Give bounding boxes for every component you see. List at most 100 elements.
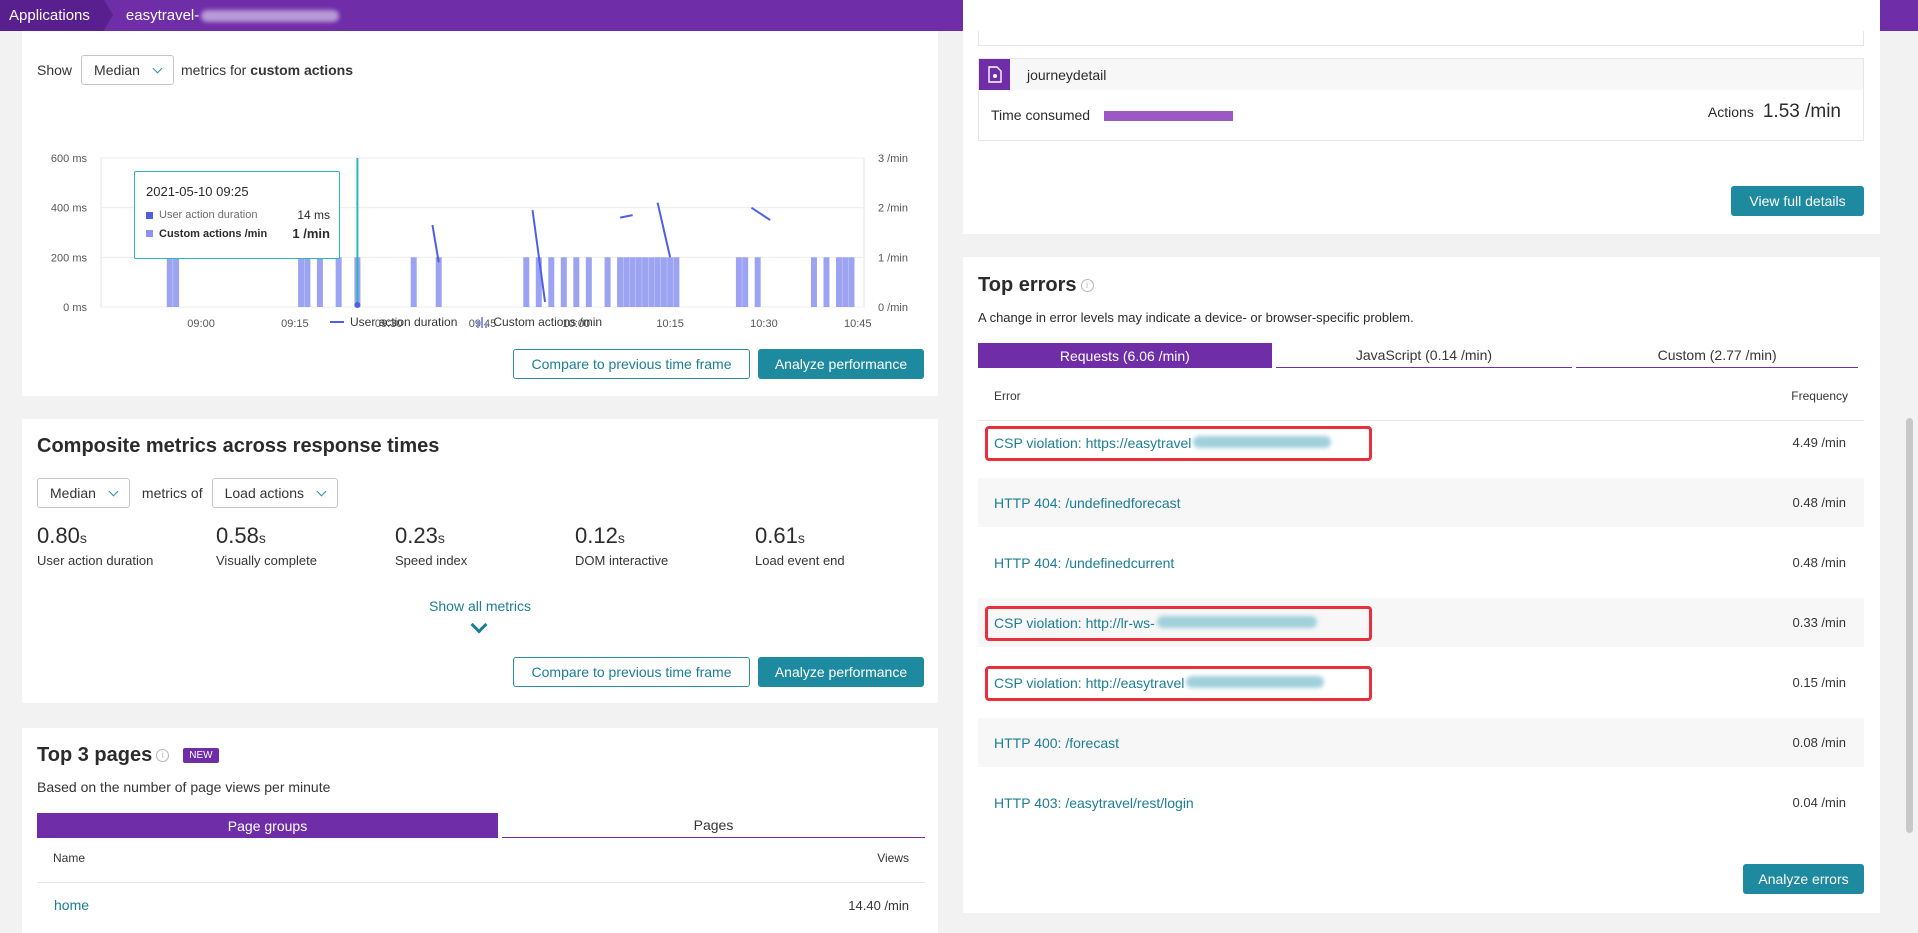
error-link[interactable]: CSP violation: http://lr-ws- xyxy=(994,615,1317,631)
x-tick-label: 10:30 xyxy=(750,318,778,330)
metric-unit: s xyxy=(437,530,445,546)
error-link[interactable]: CSP violation: https://easytravel xyxy=(994,435,1332,451)
bar-custom-actions xyxy=(623,257,630,307)
composite-metric-select[interactable]: Median xyxy=(37,478,130,508)
composite-metrics-panel: Composite metrics across response times … xyxy=(22,419,938,703)
scrollbar-thumb[interactable] xyxy=(1906,418,1913,833)
analyze-performance-button[interactable]: Analyze performance xyxy=(758,349,924,379)
legend-duration[interactable]: User action duration xyxy=(350,315,458,329)
info-icon[interactable]: i xyxy=(1080,279,1094,292)
compare-button[interactable]: Compare to previous time frame xyxy=(513,349,750,379)
actions-swatch-icon xyxy=(146,230,153,237)
actions-label: Actions xyxy=(1707,104,1754,120)
metric-value: 0.58 xyxy=(216,523,259,548)
metric-visually-complete: 0.58s Visually complete xyxy=(216,523,395,568)
y-right-tick-label: 1 /min xyxy=(878,252,908,264)
breadcrumb-app-label: easytravel- xyxy=(125,7,200,24)
bar-custom-actions xyxy=(617,257,624,307)
show-all-metrics-link[interactable]: Show all metrics xyxy=(429,598,531,614)
metric-value: 0.23 xyxy=(395,523,438,548)
metric-label: User action duration xyxy=(37,553,154,568)
bar-custom-actions xyxy=(560,257,567,307)
composite-actions-select[interactable]: Load actions xyxy=(211,478,339,508)
breadcrumb-app[interactable]: easytravel- xyxy=(125,7,340,24)
metrics-of-label: metrics of xyxy=(141,485,203,501)
chevron-down-icon xyxy=(152,63,163,73)
bar-custom-actions xyxy=(660,257,667,307)
tooltip-row1-label: User action duration xyxy=(159,209,258,221)
error-link[interactable]: HTTP 404: /undefinedcurrent xyxy=(994,554,1175,571)
page-views: 14.40 /min xyxy=(848,897,909,913)
bar-custom-actions xyxy=(742,257,749,307)
metric-label: Speed index xyxy=(395,553,468,568)
compare-button[interactable]: Compare to previous time frame xyxy=(513,657,750,687)
legend-actions[interactable]: Custom actions /min xyxy=(493,315,603,329)
bar-custom-actions xyxy=(298,257,305,307)
view-full-details-button[interactable]: View full details xyxy=(1731,186,1864,216)
bar-custom-actions xyxy=(304,257,311,307)
table-row: CSP violation: http://easytravel 0.15 /m… xyxy=(978,658,1864,707)
col-frequency: Frequency xyxy=(1791,389,1848,403)
metric-dom-interactive: 0.12s DOM interactive xyxy=(575,523,755,568)
page-name-link[interactable]: home xyxy=(54,897,90,913)
time-consumed-label: Time consumed xyxy=(991,107,1091,123)
bar-custom-actions xyxy=(635,257,642,307)
metric-value: 0.80 xyxy=(37,523,80,548)
redacted-text xyxy=(1193,435,1332,448)
top-pages-title: Top 3 pages xyxy=(37,744,153,766)
y-right-tick-label: 0 /min xyxy=(878,302,908,314)
error-link[interactable]: CSP violation: http://easytravel xyxy=(994,675,1325,691)
metrics-for-target: custom actions xyxy=(250,62,353,78)
error-link[interactable]: HTTP 400: /forecast xyxy=(994,734,1120,751)
duration-line-segment xyxy=(619,214,633,219)
bar-custom-actions xyxy=(848,257,855,307)
error-frequency: 0.15 /min xyxy=(1792,675,1846,690)
bar-custom-actions xyxy=(648,257,655,307)
tab-custom[interactable]: Custom (2.77 /min) xyxy=(1576,343,1858,368)
bar-custom-actions xyxy=(835,257,842,307)
time-consumed-bar xyxy=(1104,111,1233,121)
bar-custom-actions xyxy=(735,257,742,307)
error-link[interactable]: HTTP 403: /easytravel/rest/login xyxy=(994,794,1194,811)
metric-speed-index: 0.23s Speed index xyxy=(395,523,575,568)
error-frequency: 0.33 /min xyxy=(1792,615,1846,630)
bar-custom-actions xyxy=(573,257,580,307)
bar-custom-actions xyxy=(410,257,417,307)
metric-select[interactable]: Median xyxy=(81,55,174,85)
table-row: HTTP 400: /forecast 0.08 /min xyxy=(978,718,1864,767)
composite-metric-value: Median xyxy=(50,485,96,501)
tab-requests[interactable]: Requests (6.06 /min) xyxy=(978,343,1272,368)
duration-line-segment xyxy=(656,202,672,258)
metric-unit: s xyxy=(797,530,805,546)
tab-pages[interactable]: Pages xyxy=(502,813,925,838)
error-frequency: 0.08 /min xyxy=(1792,735,1846,750)
y-right-tick-label: 3 /min xyxy=(878,153,908,165)
metric-unit: s xyxy=(617,530,625,546)
metric-value: 0.61 xyxy=(755,523,798,548)
table-row: HTTP 403: /easytravel/rest/login 0.04 /m… xyxy=(978,778,1864,827)
col-error: Error xyxy=(994,389,1021,403)
highlight-box xyxy=(985,606,1372,641)
top-pages-subtitle: Based on the number of page views per mi… xyxy=(37,779,331,795)
bar-custom-actions xyxy=(667,257,674,307)
tooltip-row1-value: 14 ms xyxy=(297,208,330,222)
analyze-performance-button[interactable]: Analyze performance xyxy=(758,657,924,687)
bar-custom-actions xyxy=(335,257,342,307)
breadcrumb-applications[interactable]: Applications xyxy=(0,0,113,31)
actions-value: 1.53 /min xyxy=(1762,101,1841,122)
metric-label: DOM interactive xyxy=(575,553,669,568)
tab-page-groups[interactable]: Page groups xyxy=(37,813,498,838)
top-errors-subtitle: A change in error levels may indicate a … xyxy=(978,310,1414,325)
expand-chevron-icon[interactable] xyxy=(470,616,488,634)
tab-javascript[interactable]: JavaScript (0.14 /min) xyxy=(1275,343,1573,368)
analyze-errors-button[interactable]: Analyze errors xyxy=(1743,864,1864,894)
bar-custom-actions xyxy=(523,257,530,307)
info-icon[interactable]: i xyxy=(156,749,170,762)
breadcrumb-applications-label: Applications xyxy=(9,7,90,24)
tooltip-row2-label: Custom actions /min xyxy=(159,227,268,240)
new-badge: NEW xyxy=(183,748,219,763)
x-tick-label: 10:45 xyxy=(844,318,872,330)
x-tick-label: 09:30 xyxy=(375,318,403,330)
error-link[interactable]: HTTP 404: /undefinedforecast xyxy=(994,494,1181,511)
x-tick-label: 09:00 xyxy=(187,318,215,330)
